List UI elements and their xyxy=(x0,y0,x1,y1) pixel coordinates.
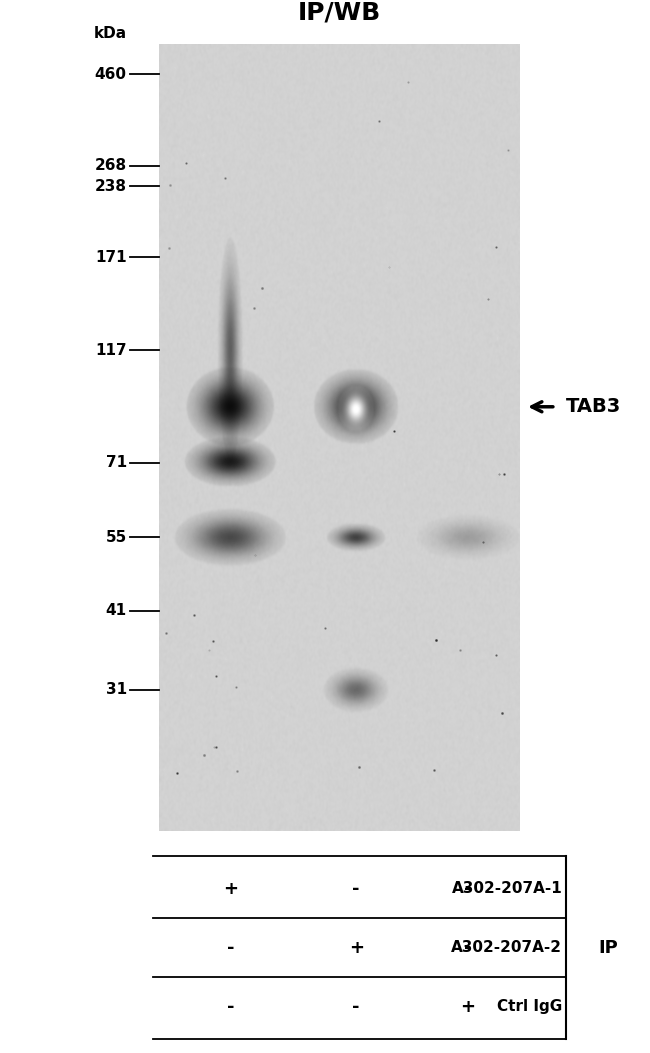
Text: -: - xyxy=(464,879,472,898)
Text: -: - xyxy=(227,938,235,957)
Text: 55: 55 xyxy=(105,530,127,544)
Text: A302-207A-2: A302-207A-2 xyxy=(451,940,562,955)
Text: 238: 238 xyxy=(95,179,127,194)
Text: 268: 268 xyxy=(95,158,127,173)
Text: TAB3: TAB3 xyxy=(566,397,621,416)
Text: A302-207A-1: A302-207A-1 xyxy=(452,881,562,896)
Text: kDa: kDa xyxy=(94,25,127,41)
Text: 71: 71 xyxy=(105,455,127,470)
Text: Ctrl IgG: Ctrl IgG xyxy=(497,999,562,1014)
Text: +: + xyxy=(223,879,239,898)
Text: IP: IP xyxy=(598,938,618,957)
Text: -: - xyxy=(464,938,472,957)
Text: -: - xyxy=(352,997,360,1016)
Text: 31: 31 xyxy=(105,682,127,697)
Text: 117: 117 xyxy=(95,342,127,358)
Text: 171: 171 xyxy=(95,250,127,264)
Text: IP/WB: IP/WB xyxy=(298,0,382,24)
Text: -: - xyxy=(227,997,235,1016)
Text: +: + xyxy=(348,938,364,957)
Text: 460: 460 xyxy=(95,66,127,81)
Text: +: + xyxy=(460,997,476,1016)
Text: 41: 41 xyxy=(105,603,127,618)
Text: -: - xyxy=(352,879,360,898)
